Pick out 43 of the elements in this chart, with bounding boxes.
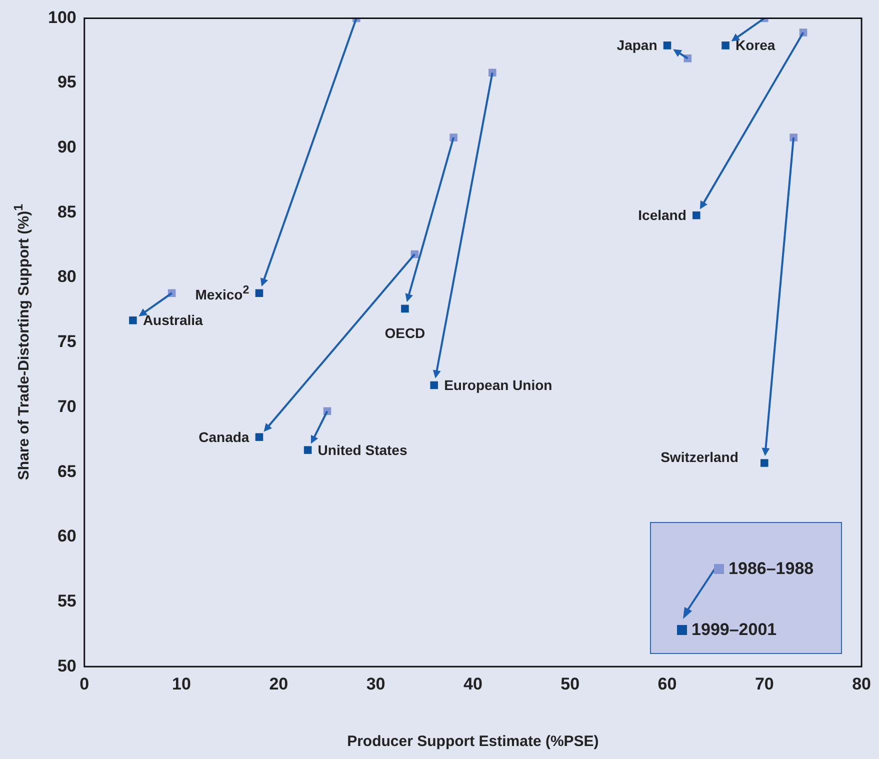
annotation: Iceland: [638, 207, 686, 224]
y-tick-label: 50: [57, 656, 76, 676]
legend-label: 1999–2001: [692, 620, 777, 640]
x-tick-label: 10: [172, 674, 191, 694]
y-tick-label: 65: [57, 462, 76, 481]
y-tick-label: 95: [57, 72, 76, 92]
x-tick-label: 80: [852, 674, 872, 694]
x-tick-label: 30: [366, 674, 386, 694]
annotation: Canada: [198, 429, 250, 446]
x-tick-label: 60: [658, 674, 677, 694]
y-tick-label: 100: [48, 8, 76, 27]
annotation: Mexico$^{2}$: [195, 284, 250, 302]
annotation: United States: [318, 442, 408, 458]
annotation: Australia: [142, 312, 203, 328]
annotation: Japan: [616, 37, 658, 54]
y-tick-label: 90: [57, 138, 76, 157]
legend-label: 1986–1988: [728, 558, 814, 579]
x-tick-label: 20: [269, 674, 288, 694]
annotation: Switzerland: [660, 449, 738, 465]
x-tick-label: 0: [80, 674, 90, 694]
point: [304, 446, 312, 454]
annotation: European Union: [444, 377, 552, 394]
annotation: Korea: [736, 37, 776, 54]
point: [129, 316, 137, 324]
y-tick-label: 55: [57, 591, 76, 610]
x-tick-label: 50: [560, 674, 580, 694]
x-tick-label: 40: [463, 674, 482, 694]
annotation: OECD: [384, 324, 426, 341]
x-axis-title: Producer Support Estimate (%PSE): [347, 733, 599, 750]
point: [255, 289, 264, 298]
point: [663, 42, 672, 50]
point: [255, 433, 264, 441]
point: [722, 42, 730, 50]
x-tick-label: 70: [754, 674, 774, 694]
point: [692, 211, 700, 220]
point: [430, 381, 438, 390]
y-tick-label: 70: [57, 396, 76, 416]
point: [760, 459, 768, 467]
y-tick-label: 60: [57, 526, 76, 546]
y-tick-label: 85: [57, 202, 76, 222]
y-tick-label: 75: [57, 332, 76, 352]
y-tick-label: 80: [57, 267, 76, 286]
point: [401, 304, 409, 313]
